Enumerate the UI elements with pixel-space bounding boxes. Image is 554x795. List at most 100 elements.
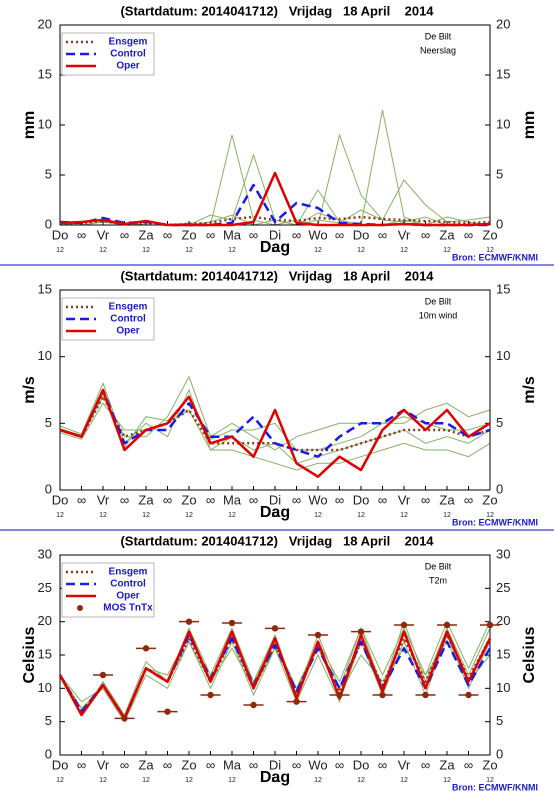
legend-label: Ensgem — [109, 567, 148, 578]
x-tick-label: Do — [52, 227, 69, 242]
x-tick-label: Vr — [398, 227, 411, 242]
x-sub-label: 12 — [357, 247, 365, 254]
legend-label: Control — [110, 314, 146, 325]
x-tick-label: ∞ — [249, 757, 258, 772]
x-tick-label: Vr — [97, 757, 110, 772]
x-sub-label: 12 — [486, 512, 494, 519]
x-tick-label: Wo — [308, 757, 327, 772]
x-tick-label: ∞ — [335, 227, 344, 242]
x-sub-label: 12 — [443, 777, 451, 784]
y-tick-label: 0 — [45, 481, 52, 496]
x-tick-label: Za — [138, 227, 154, 242]
x-tick-label: Di — [269, 227, 281, 242]
ensemble-member-line — [59, 392, 491, 451]
mos-point — [336, 691, 343, 699]
x-tick-label: ∞ — [421, 227, 430, 242]
legend-swatch — [77, 605, 83, 611]
x-tick-label: Do — [353, 227, 370, 242]
x-tick-label: Zo — [482, 227, 497, 242]
x-tick-label: Do — [52, 757, 69, 772]
y-tick-label: 5 — [45, 166, 52, 181]
x-sub-label: 12 — [271, 777, 279, 784]
x-tick-label: ∞ — [249, 492, 258, 507]
x-tick-label: Za — [138, 492, 154, 507]
series-line — [59, 388, 491, 458]
ensemble-member-line — [59, 402, 491, 471]
y-tick-label: 15 — [38, 646, 52, 661]
x-sub-label: 12 — [486, 777, 494, 784]
chart-title: (Startdatum: 2014041712) Vrijdag 18 Apri… — [120, 3, 434, 18]
x-tick-label: ∞ — [77, 757, 86, 772]
legend-label: Oper — [116, 61, 139, 72]
x-sub-label: 12 — [314, 777, 322, 784]
y2-tick-label: 15 — [496, 66, 510, 81]
x-tick-label: ∞ — [335, 757, 344, 772]
x-tick-label: ∞ — [292, 757, 301, 772]
x-tick-label: ∞ — [292, 227, 301, 242]
y2-tick-label: 5 — [496, 713, 503, 728]
y2-tick-label: 30 — [496, 546, 510, 561]
mos-point — [99, 671, 107, 679]
series-line — [58, 630, 492, 720]
variable-label: Neerslag — [420, 45, 456, 55]
x-axis-title: Dag — [260, 769, 290, 786]
x-sub-label: 12 — [357, 777, 365, 784]
x-tick-label: Zo — [482, 757, 497, 772]
x-tick-label: ∞ — [378, 757, 387, 772]
mos-point — [293, 698, 300, 705]
x-sub-label: 12 — [99, 247, 107, 254]
mos-point — [422, 691, 429, 699]
chart-title: (Startdatum: 2014041712) Vrijdag 18 Apri… — [120, 268, 434, 283]
x-tick-label: Za — [439, 492, 455, 507]
x-sub-label: 12 — [56, 512, 64, 519]
x-tick-label: Zo — [181, 492, 196, 507]
x-sub-label: 12 — [228, 777, 236, 784]
x-tick-label: Vr — [398, 757, 411, 772]
x-sub-label: 12 — [486, 247, 494, 254]
mos-point — [142, 645, 150, 652]
legend-label: Ensgem — [109, 37, 148, 48]
x-tick-label: Za — [138, 757, 154, 772]
x-tick-label: Do — [52, 492, 69, 507]
x-tick-label: Di — [269, 492, 281, 507]
x-sub-label: 12 — [314, 512, 322, 519]
y2-tick-label: 0 — [496, 746, 503, 761]
x-sub-label: 12 — [185, 512, 193, 519]
y2-axis-title: Celsius — [521, 626, 538, 683]
x-tick-label: ∞ — [77, 227, 86, 242]
station-label: De Bilt — [425, 31, 452, 41]
x-tick-label: Ma — [223, 492, 242, 507]
x-tick-label: ∞ — [421, 492, 430, 507]
x-sub-label: 12 — [99, 777, 107, 784]
x-tick-label: ∞ — [206, 227, 215, 242]
x-tick-label: ∞ — [163, 492, 172, 507]
x-tick-label: Do — [353, 492, 370, 507]
variable-label: 10m wind — [419, 310, 458, 320]
mos-point — [185, 618, 193, 625]
y-tick-label: 0 — [45, 216, 52, 231]
y2-tick-label: 20 — [496, 613, 510, 628]
y-tick-label: 5 — [45, 713, 52, 728]
x-axis-title: Dag — [260, 504, 290, 521]
mos-point — [314, 631, 322, 639]
x-sub-label: 12 — [271, 247, 279, 254]
y-tick-label: 20 — [38, 16, 52, 31]
series-line — [59, 388, 491, 478]
y-axis-title: Celsius — [21, 626, 38, 683]
y-tick-label: 5 — [45, 415, 52, 430]
x-tick-label: Di — [269, 757, 281, 772]
y2-tick-label: 15 — [496, 281, 510, 296]
x-sub-label: 12 — [142, 512, 150, 519]
x-tick-label: Ma — [223, 757, 242, 772]
x-tick-label: Vr — [97, 492, 110, 507]
x-sub-label: 12 — [271, 512, 279, 519]
x-tick-label: Do — [353, 757, 370, 772]
legend-label: MOS TnTx — [103, 603, 153, 614]
mos-point — [271, 625, 279, 632]
x-tick-label: Wo — [308, 492, 327, 507]
x-sub-label: 12 — [142, 247, 150, 254]
y2-tick-label: 5 — [496, 415, 503, 430]
y2-tick-label: 25 — [496, 580, 510, 595]
y-tick-label: 10 — [38, 680, 52, 695]
